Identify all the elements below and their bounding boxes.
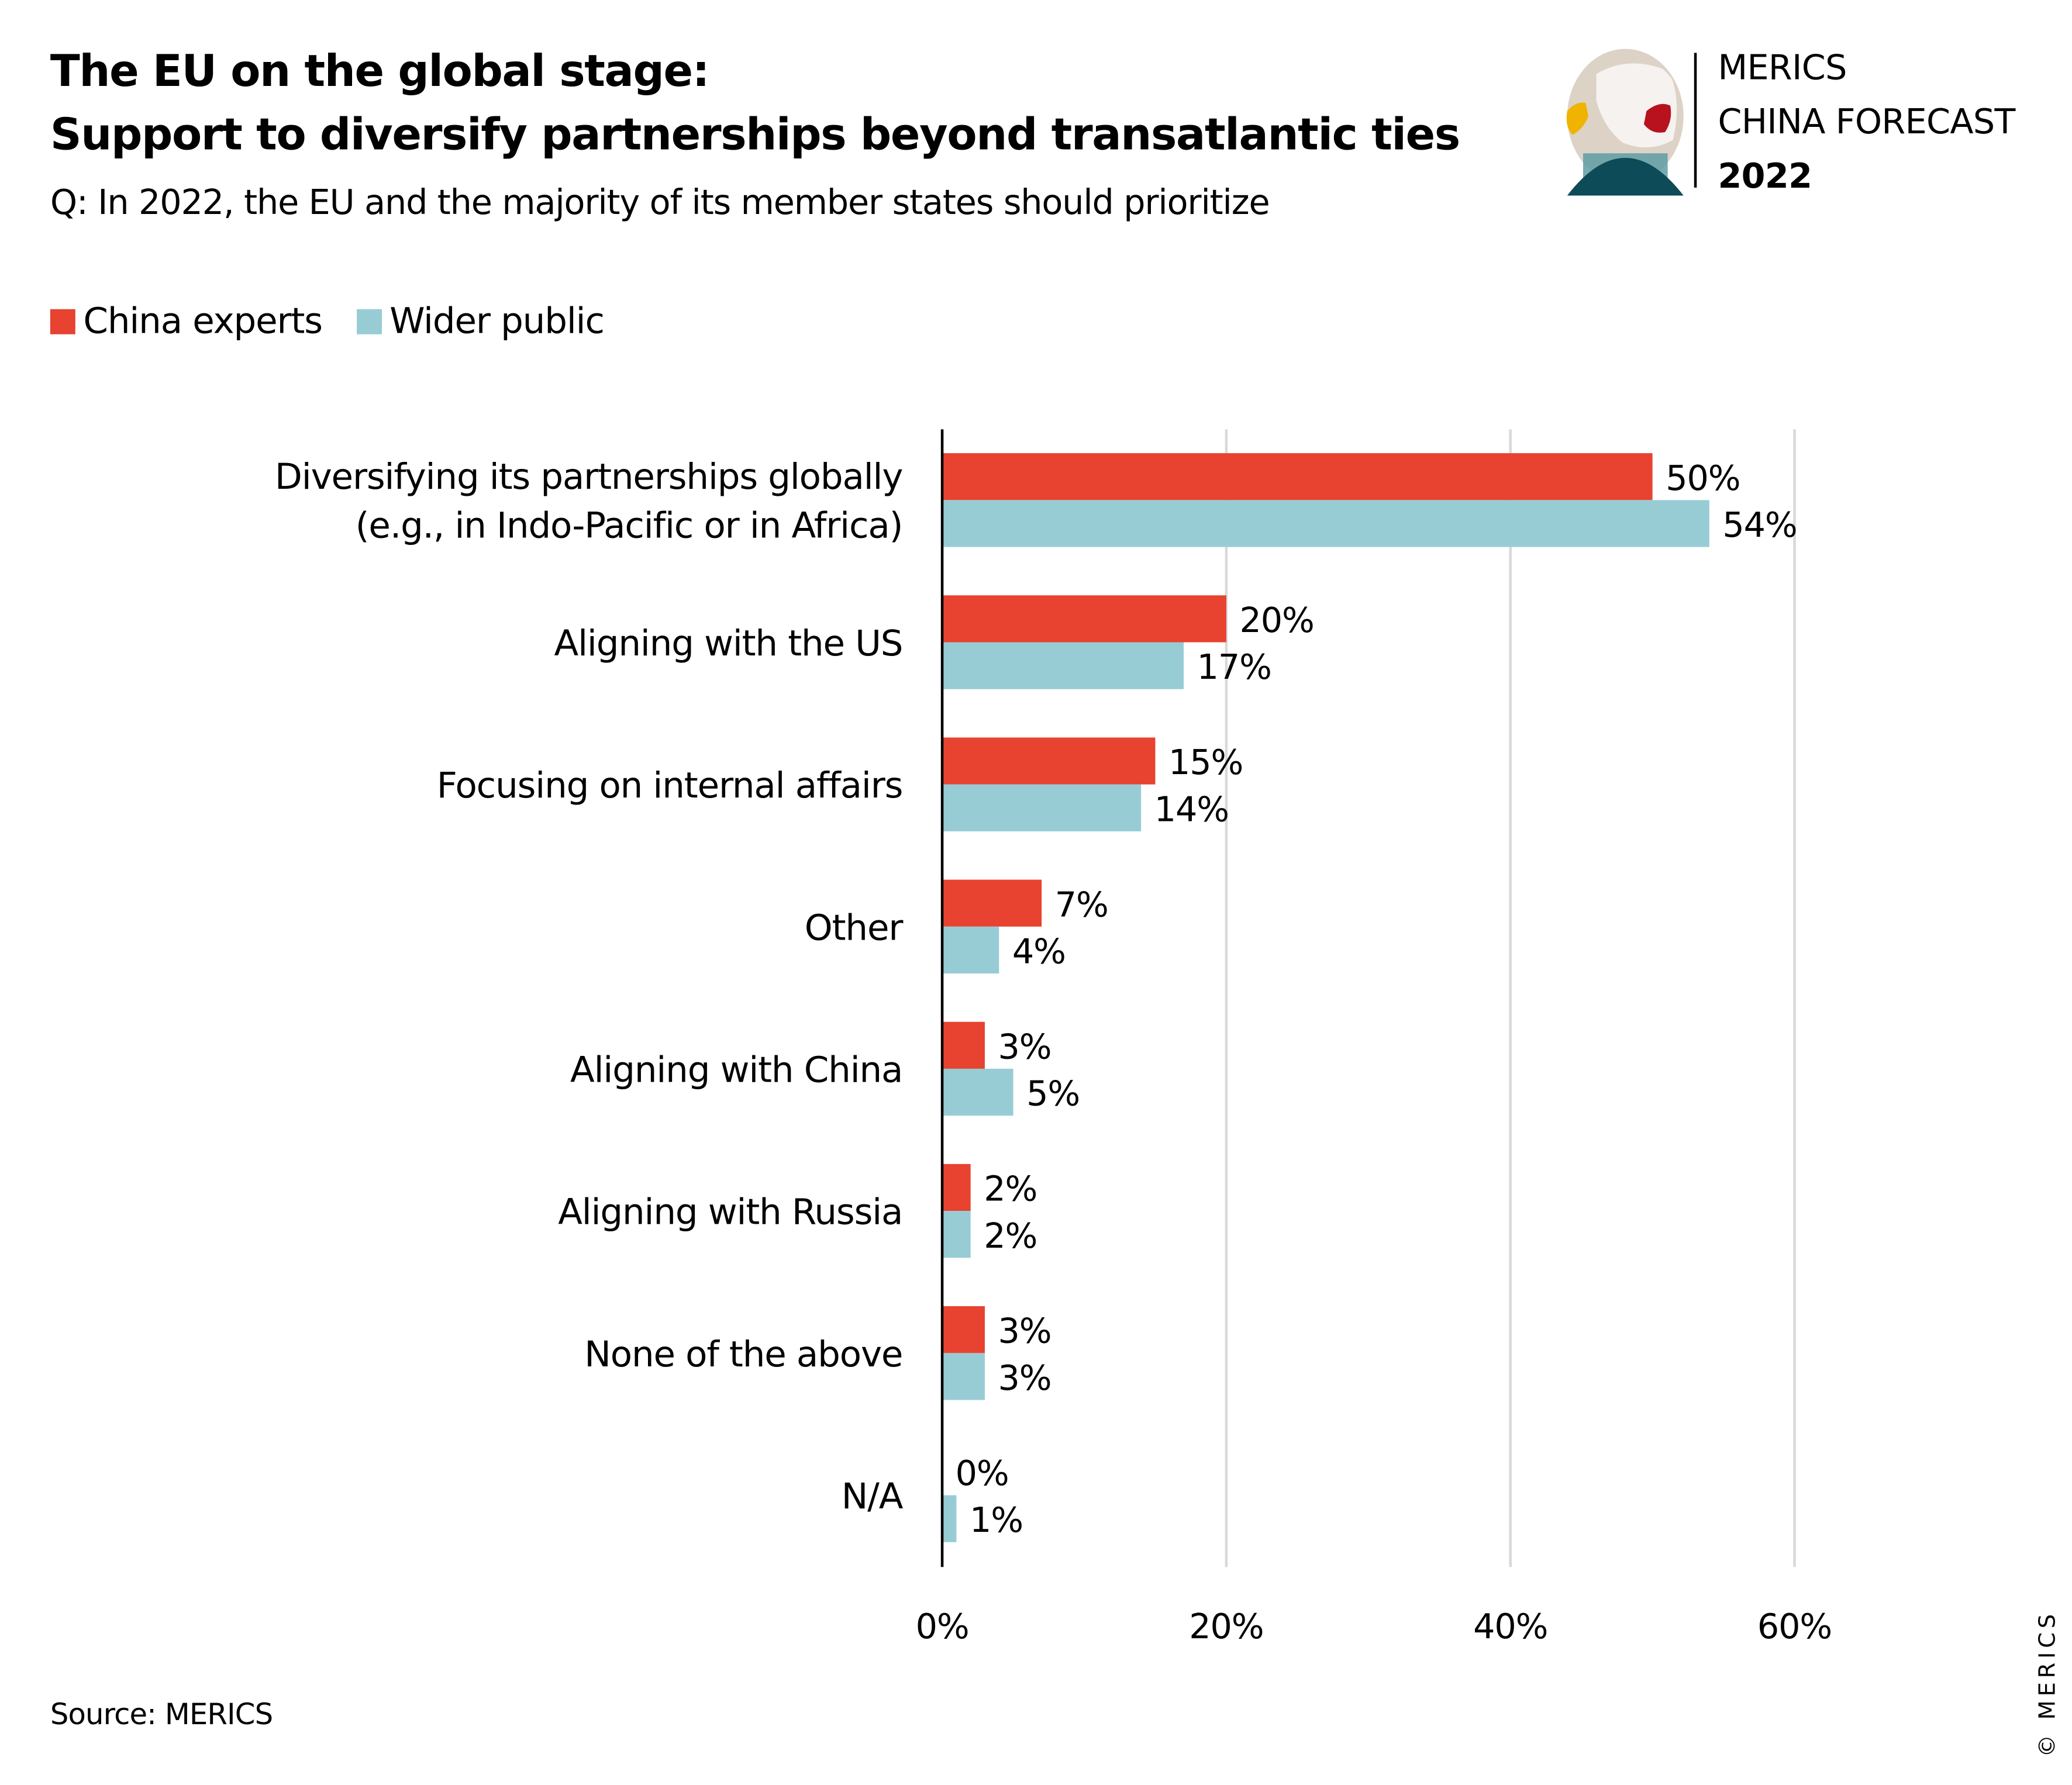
value-label-china-experts-6: 3% (998, 1311, 1051, 1351)
title-line-1: The EU on the global stage: (50, 44, 710, 96)
bar-wider-public-5 (942, 1211, 971, 1258)
category-label-7: N/A (842, 1476, 904, 1517)
legend-label-wider-public: Wider public (389, 301, 605, 343)
value-label-china-experts-0: 50% (1666, 458, 1740, 498)
bar-china-experts-0 (942, 453, 1653, 500)
category-label-line: None of the above (584, 1334, 902, 1375)
value-label-china-experts-5: 2% (984, 1169, 1037, 1209)
x-axis-ticks: 0% 20% 40% 60% (916, 1606, 1833, 1646)
logo-text: MERICS CHINA FORECAST 2022 (1718, 42, 2015, 205)
value-labels: 50% 54% 20% 17% 15% 14% 7% 4% 3% 5% 2% 2% 3% 3% 0% 1% (956, 458, 1798, 1540)
x-tick-label-20: 20% (1189, 1606, 1263, 1646)
category-label-0: Diversifying its partnerships globally (e… (275, 456, 902, 547)
x-tick-label-40: 40% (1473, 1606, 1547, 1646)
category-label-line: Other (805, 907, 904, 948)
legend-item-wider-public: Wider public (356, 301, 605, 343)
logo-line-2: CHINA FORECAST (1718, 103, 2015, 143)
chart-question: Q: In 2022, the EU and the majority of i… (50, 184, 1270, 223)
category-labels: Diversifying its partnerships globally (e… (275, 456, 905, 1517)
logo-divider (1694, 53, 1697, 188)
bar-wider-public-1 (942, 642, 1184, 689)
copyright-note: © MERICS (2035, 1610, 2061, 1758)
globe-icon (1566, 49, 1684, 196)
legend-item-china-experts: China experts (50, 301, 323, 343)
category-label-1: Aligning with the US (554, 623, 903, 664)
bar-wider-public-7 (942, 1495, 957, 1542)
value-label-china-experts-4: 3% (998, 1026, 1051, 1066)
bar-china-experts-6 (942, 1306, 985, 1354)
value-label-wider-public-5: 2% (984, 1216, 1037, 1256)
bar-wider-public-0 (942, 500, 1709, 547)
bar-china-experts-4 (942, 1021, 985, 1069)
value-label-china-experts-2: 15% (1168, 742, 1243, 782)
bars (942, 453, 1709, 1542)
legend-swatch-wider-public (356, 309, 382, 334)
category-label-5: Aligning with Russia (558, 1192, 902, 1233)
category-label-line: N/A (842, 1476, 904, 1517)
value-label-wider-public-3: 4% (1012, 931, 1066, 972)
value-label-china-experts-7: 0% (956, 1453, 1009, 1493)
bar-wider-public-3 (942, 926, 999, 974)
x-tick-label-60: 60% (1757, 1606, 1832, 1646)
value-label-wider-public-4: 5% (1026, 1073, 1080, 1114)
legend-label-china-experts: China experts (83, 301, 323, 343)
bar-wider-public-4 (942, 1068, 1013, 1116)
legend: China experts Wider public (50, 301, 639, 342)
source-note: Source: MERICS (50, 1699, 273, 1732)
value-label-wider-public-1: 17% (1197, 647, 1271, 687)
category-label-line: Diversifying its partnerships globally (275, 456, 902, 498)
bar-china-experts-5 (942, 1163, 971, 1211)
category-label-4: Aligning with China (570, 1049, 902, 1091)
bar-wider-public-2 (942, 784, 1142, 831)
category-label-line: Aligning with China (570, 1049, 902, 1091)
logo-year: 2022 (1718, 157, 1812, 197)
logo-line-1: MERICS (1718, 49, 1847, 89)
value-label-wider-public-0: 54% (1722, 505, 1797, 545)
value-label-wider-public-2: 14% (1154, 789, 1229, 829)
bar-china-experts-1 (942, 595, 1226, 643)
category-label-line: Focusing on internal affairs (437, 765, 903, 806)
category-label-line: Aligning with the US (554, 623, 903, 664)
bar-china-experts-2 (942, 737, 1156, 785)
value-label-china-experts-1: 20% (1240, 600, 1314, 640)
title-line-2: Support to diversify partnerships beyond… (50, 108, 1460, 160)
bar-wider-public-6 (942, 1353, 985, 1400)
bar-china-experts-3 (942, 879, 1042, 927)
value-label-wider-public-6: 3% (998, 1358, 1051, 1398)
category-label-line: (e.g., in Indo-Pacific or in Africa) (356, 505, 903, 547)
category-label-2: Focusing on internal affairs (437, 765, 903, 806)
x-tick-label-0: 0% (916, 1606, 969, 1646)
value-label-china-experts-3: 7% (1055, 884, 1108, 924)
chart-title: The EU on the global stage: Support to d… (50, 40, 1460, 167)
value-label-wider-public-7: 1% (970, 1500, 1023, 1540)
category-label-6: None of the above (584, 1334, 902, 1375)
category-label-line: Aligning with Russia (558, 1192, 902, 1233)
legend-swatch-china-experts (50, 309, 75, 334)
category-label-3: Other (805, 907, 904, 948)
